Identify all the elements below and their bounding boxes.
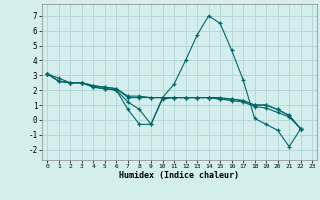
X-axis label: Humidex (Indice chaleur): Humidex (Indice chaleur) xyxy=(119,171,239,180)
